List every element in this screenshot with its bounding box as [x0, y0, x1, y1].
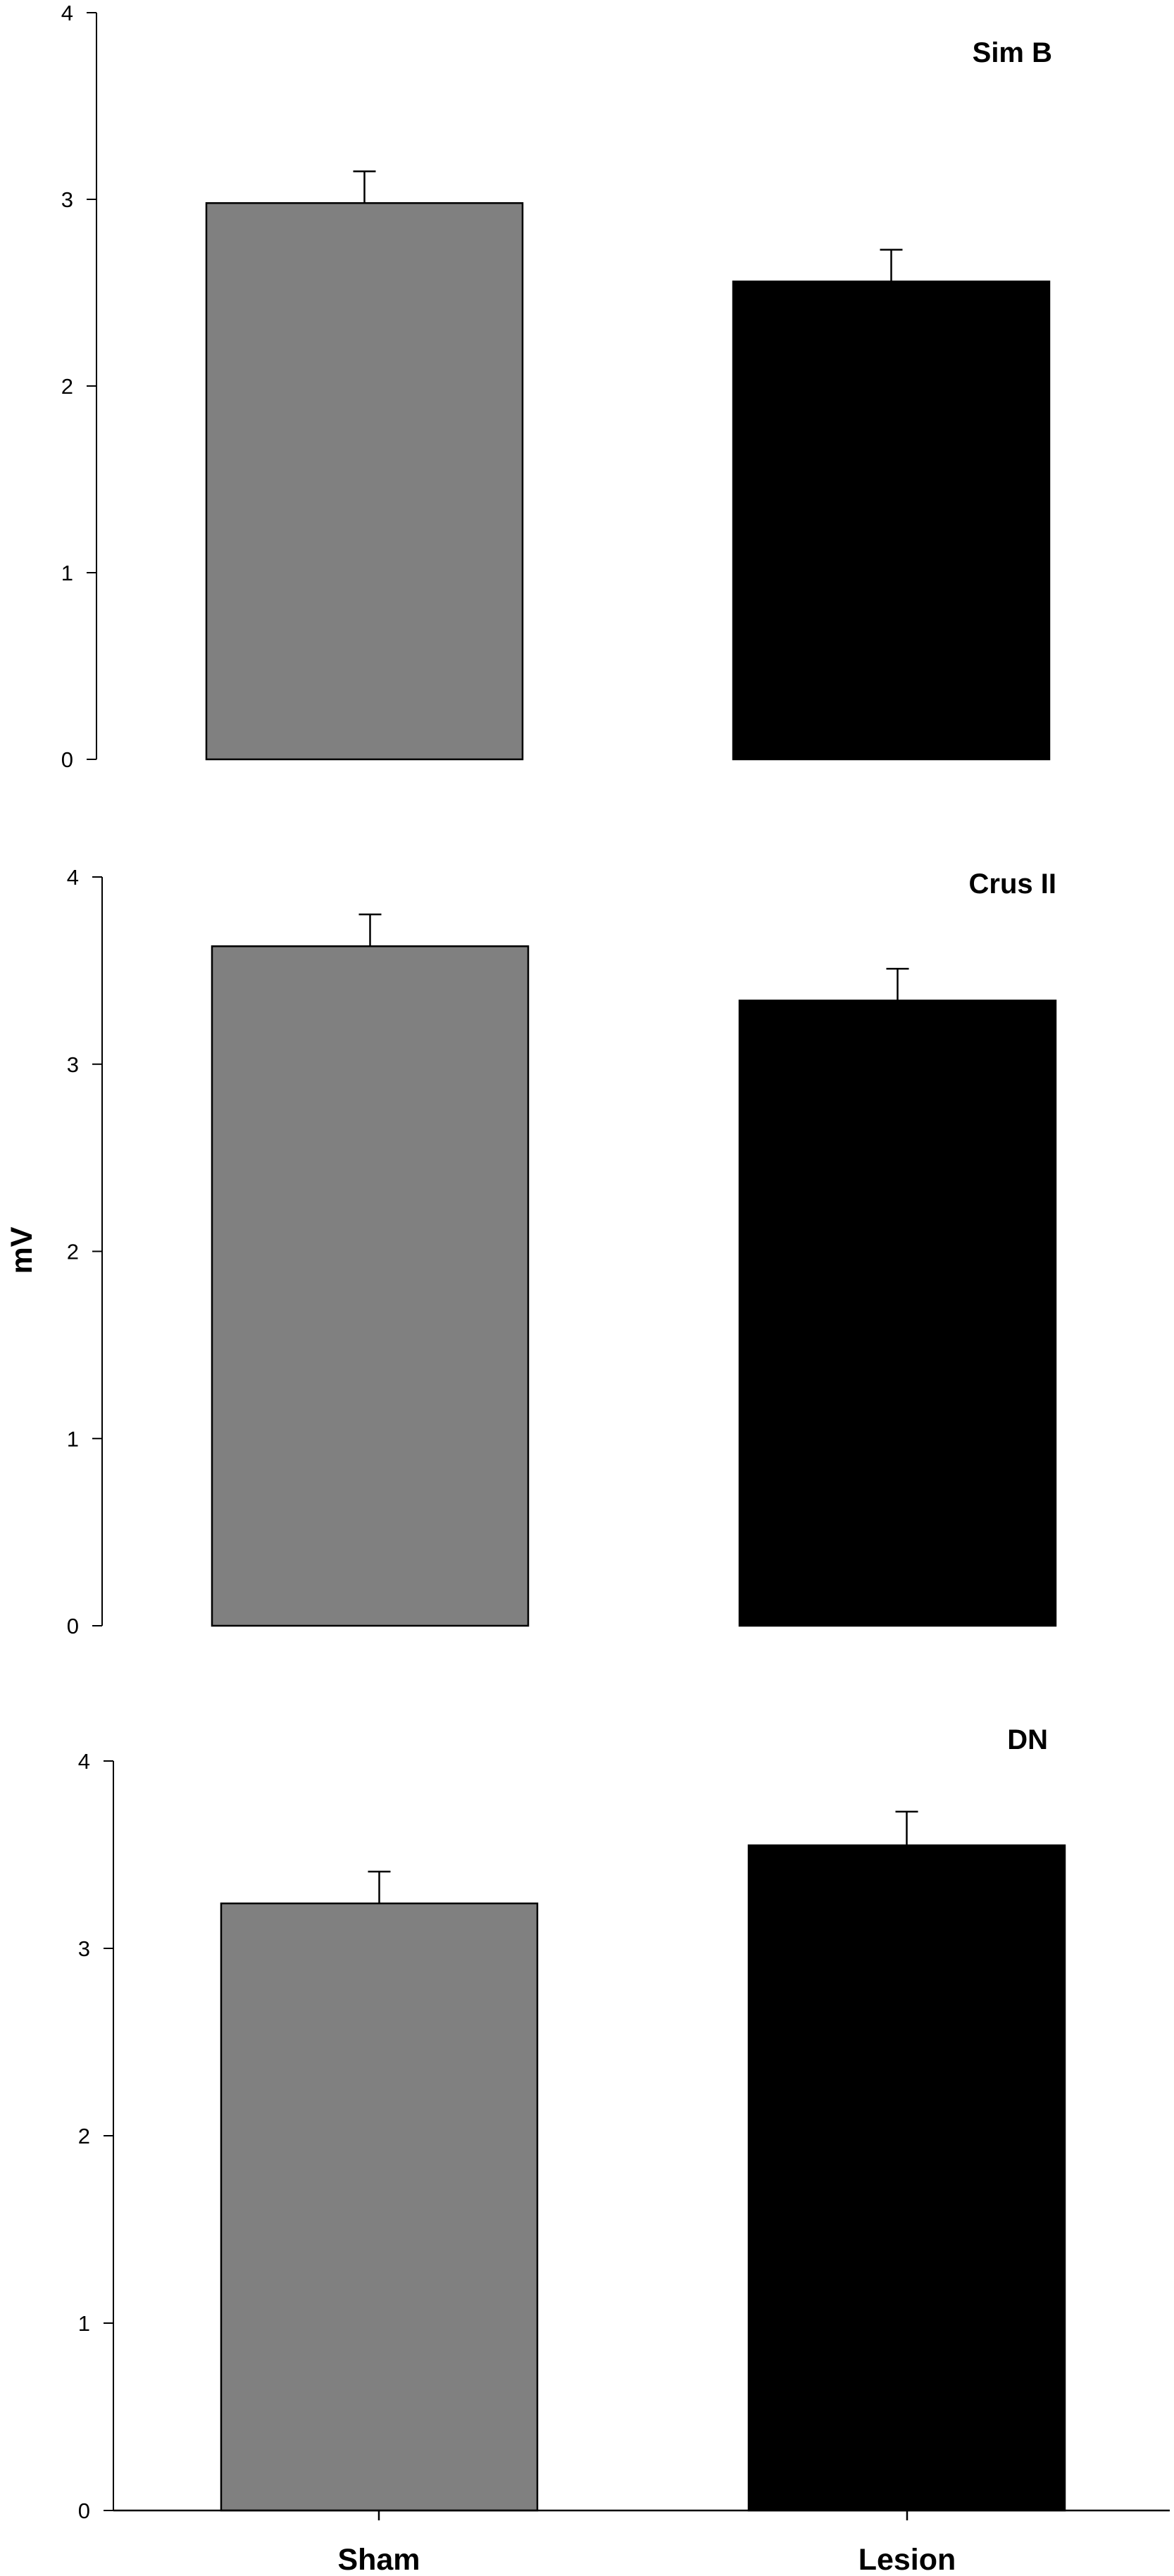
x-category-label-sham: Sham — [337, 2543, 420, 2576]
y-tick-label-dn-3: 3 — [78, 1936, 90, 1961]
y-tick-label-crus2-1: 1 — [67, 1426, 79, 1451]
y-tick-label-simb-1: 1 — [61, 561, 73, 585]
x-category-label-lesion: Lesion — [858, 2543, 956, 2576]
y-tick-label-dn-0: 0 — [78, 2499, 90, 2523]
y-tick-label-dn-4: 4 — [78, 1749, 90, 1774]
y-tick-label-dn-2: 2 — [78, 2124, 90, 2148]
y-tick-label-dn-1: 1 — [78, 2311, 90, 2336]
y-tick-label-crus2-4: 4 — [67, 865, 79, 890]
bar-dn-lesion — [747, 1844, 1066, 2512]
bar-dn-sham — [220, 1902, 539, 2512]
y-tick-label-simb-4: 4 — [61, 1, 73, 25]
y-axis-label: mV — [5, 1226, 39, 1274]
panel-title-dn: DN — [1007, 1724, 1048, 1755]
y-tick-label-simb-3: 3 — [61, 187, 73, 212]
bar-simb-lesion — [732, 280, 1051, 761]
y-tick-label-crus2-3: 3 — [67, 1052, 79, 1077]
panel-title-simb: Sim B — [973, 37, 1052, 68]
bar-crus2-sham — [211, 945, 530, 1627]
panel-title-crus2: Crus II — [969, 869, 1056, 900]
bar-crus2-lesion — [738, 1000, 1057, 1627]
y-tick-label-simb-0: 0 — [61, 747, 73, 772]
y-tick-label-simb-2: 2 — [61, 374, 73, 399]
y-tick-label-crus2-0: 0 — [67, 1614, 79, 1638]
bar-simb-sham — [205, 202, 524, 761]
y-tick-label-crus2-2: 2 — [67, 1240, 79, 1264]
